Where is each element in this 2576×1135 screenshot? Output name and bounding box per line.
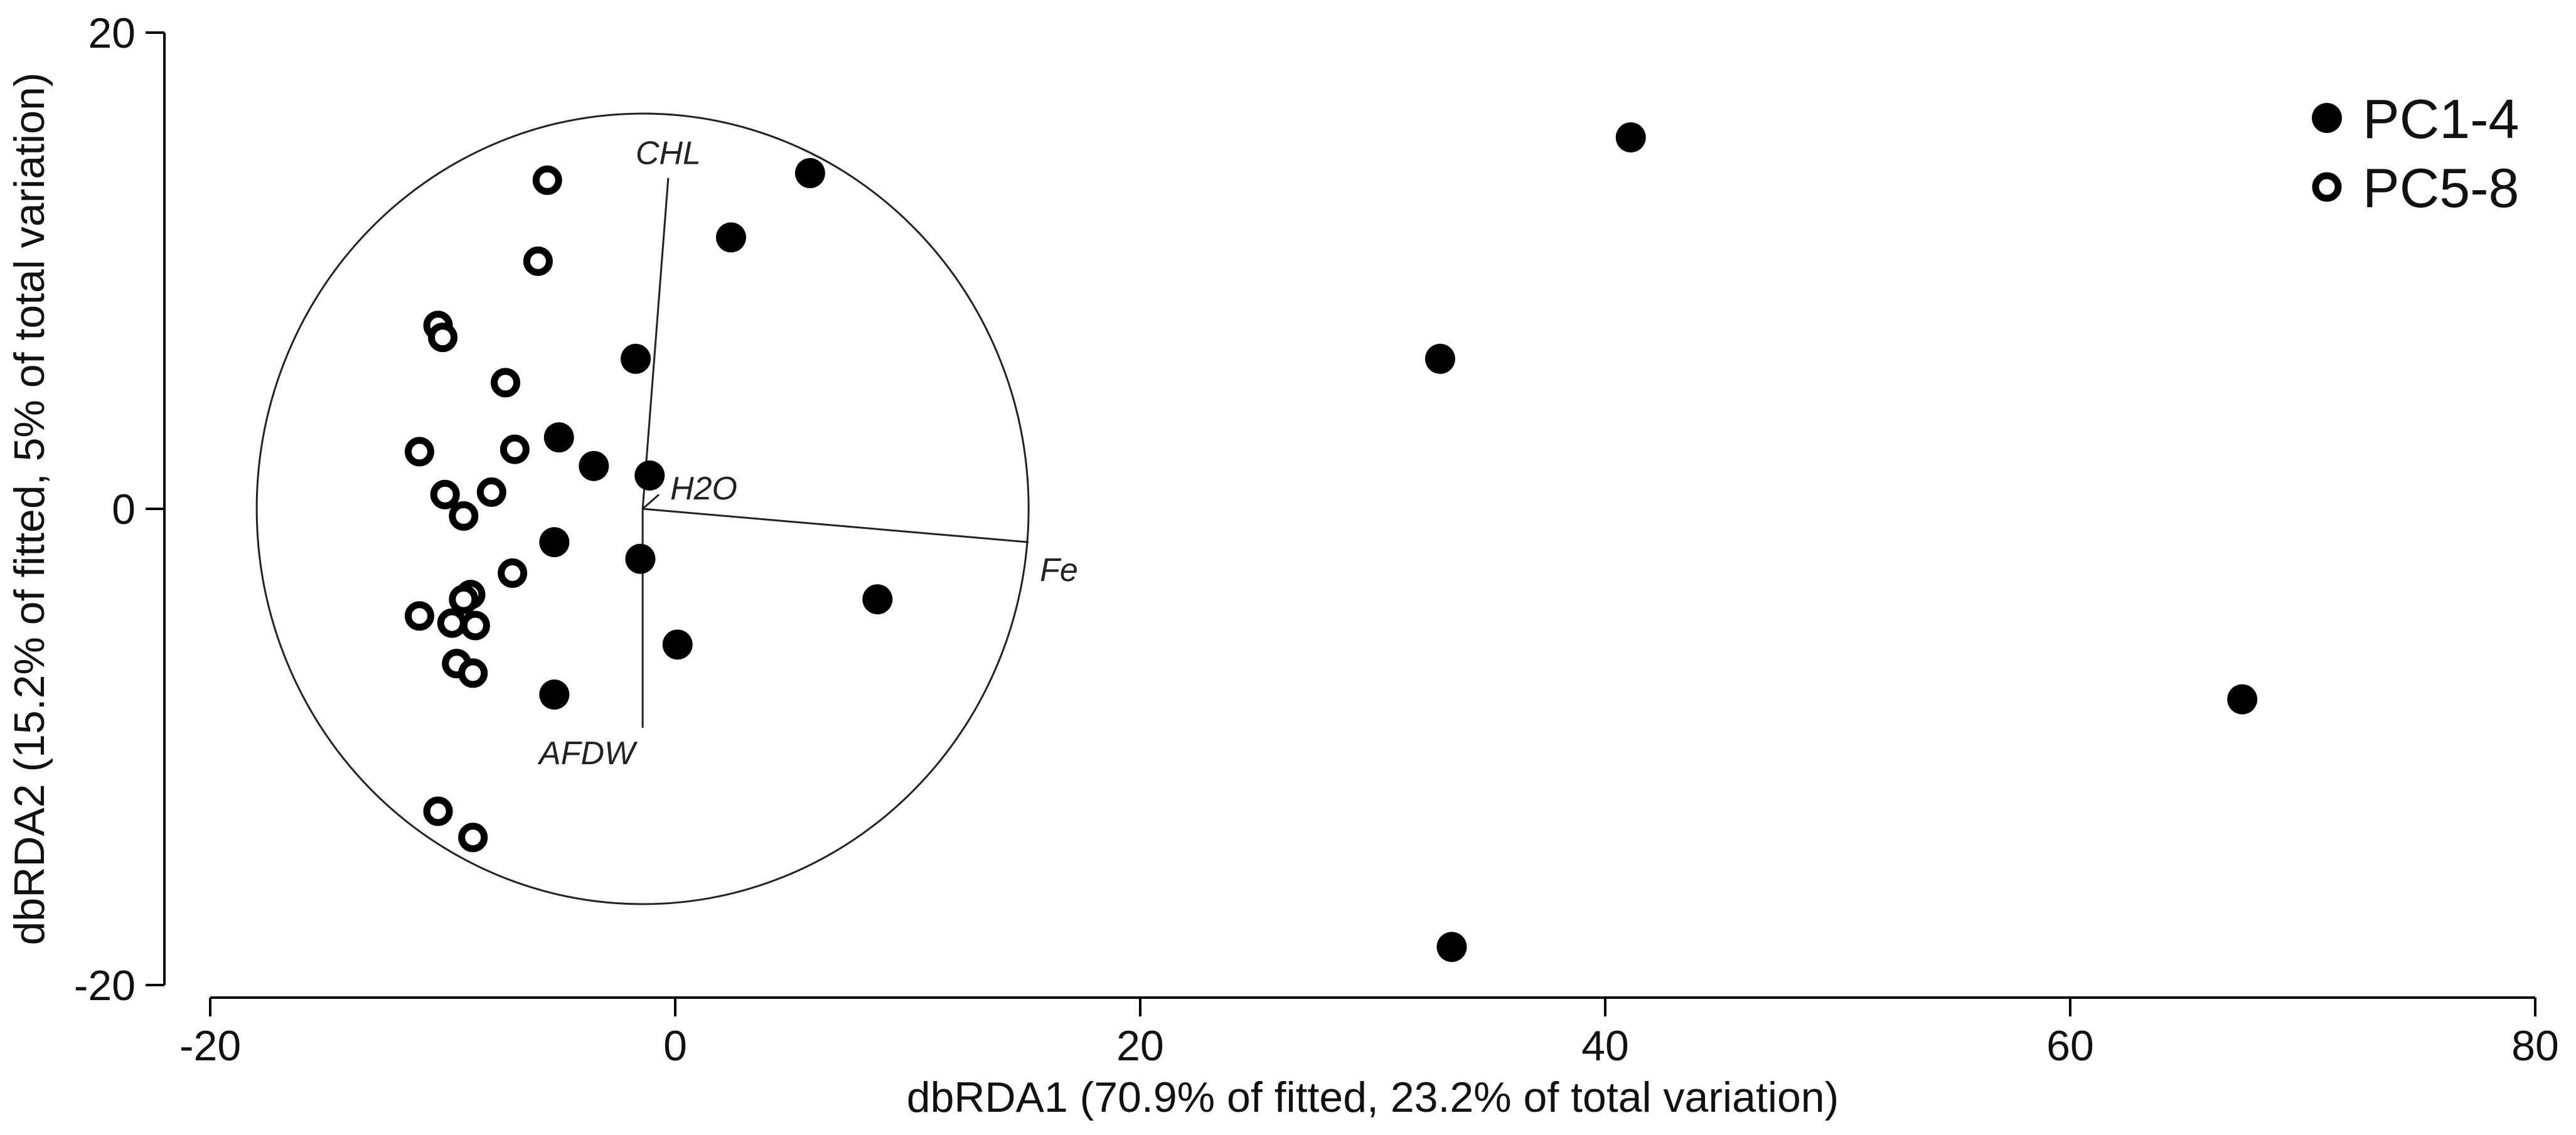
- y-tick-label-2: -20: [74, 962, 136, 1010]
- x-tick-label-2: 20: [1116, 1022, 1164, 1070]
- x-tick-label-5: 80: [2511, 1022, 2559, 1070]
- point-pc1-4-1: [1615, 122, 1646, 152]
- vector-biplot: CHL H2O Fe AFDW: [255, 112, 1078, 905]
- point-pc5-8-7: [430, 479, 460, 509]
- point-pc1-4-8: [539, 527, 570, 558]
- point-pc5-8-5: [404, 437, 434, 467]
- vector-label-chl: CHL: [636, 135, 701, 171]
- legend-marker-pc5-8: [2312, 172, 2342, 202]
- point-pc5-8-18: [423, 796, 453, 826]
- point-pc5-8-3: [428, 322, 457, 353]
- x-axis: -20 0 20 40 60 80 dbRDA1 (70.9% of fitted, 23…: [179, 996, 2559, 1121]
- point-pc1-4-14: [1436, 932, 1467, 962]
- point-pc5-8-6: [500, 434, 530, 464]
- x-tick-label-0: -20: [179, 1022, 241, 1070]
- x-tick-label-3: 40: [1581, 1022, 1629, 1070]
- point-pc5-8-10: [498, 558, 528, 588]
- vector-fe: [643, 508, 1029, 543]
- x-axis-title: dbRDA1 (70.9% of fitted, 23.2% of total …: [907, 1074, 1839, 1121]
- y-tick-label-1: 0: [112, 486, 136, 533]
- point-pc1-4-6: [579, 450, 609, 481]
- x-tick-label-1: 0: [663, 1022, 687, 1070]
- point-pc5-8-13: [404, 601, 434, 631]
- vector-label-afdw: AFDW: [537, 735, 638, 772]
- point-pc5-8-1: [523, 246, 553, 276]
- point-pc1-4-4: [1424, 343, 1455, 374]
- point-pc1-4-12: [539, 679, 570, 710]
- point-pc1-4-11: [662, 629, 693, 660]
- y-axis-title: dbRDA2 (15.2% of fitted, 5% of total var…: [6, 73, 53, 946]
- y-tick-label-0: 20: [88, 9, 136, 57]
- y-axis: 20 0 -20 dbRDA2 (15.2% of fitted, 5% of to…: [6, 9, 166, 1010]
- vector-h2o: [642, 494, 660, 510]
- x-ticks: -20 0 20 40 60 80: [179, 998, 2559, 1070]
- vector-chl: [641, 178, 670, 509]
- y-ticks: 20 0 -20: [74, 9, 164, 1010]
- point-pc1-4-5: [543, 422, 574, 453]
- point-pc1-4-10: [862, 584, 893, 615]
- vector-label-fe: Fe: [1040, 552, 1078, 589]
- point-pc5-8-19: [458, 823, 488, 853]
- x-tick-label-4: 60: [2046, 1022, 2094, 1070]
- legend-marker-pc1-4: [2312, 103, 2342, 133]
- point-pc1-4-3: [621, 343, 651, 374]
- legend-label-pc1-4: PC1-4: [2363, 88, 2519, 150]
- point-pc1-4-9: [625, 543, 656, 574]
- point-pc5-8-8: [476, 477, 506, 507]
- point-pc5-8-9: [449, 501, 479, 531]
- point-pc1-4-2: [715, 222, 746, 253]
- data-points: [404, 122, 2258, 962]
- point-pc5-8-15: [460, 610, 490, 641]
- point-pc1-4-7: [634, 460, 665, 491]
- legend: PC1-4 PC5-8: [2312, 88, 2519, 219]
- correlation-circle: [255, 112, 1030, 905]
- point-pc5-8-4: [491, 368, 521, 398]
- legend-label-pc5-8: PC5-8: [2363, 157, 2519, 219]
- point-pc5-8-0: [532, 165, 562, 195]
- point-pc5-8-12: [449, 584, 479, 614]
- point-pc1-4-0: [794, 157, 825, 188]
- point-pc1-4-13: [2227, 684, 2258, 715]
- vector-label-h2o: H2O: [670, 471, 737, 507]
- point-pc5-8-14: [437, 608, 467, 638]
- point-pc5-8-17: [458, 658, 488, 688]
